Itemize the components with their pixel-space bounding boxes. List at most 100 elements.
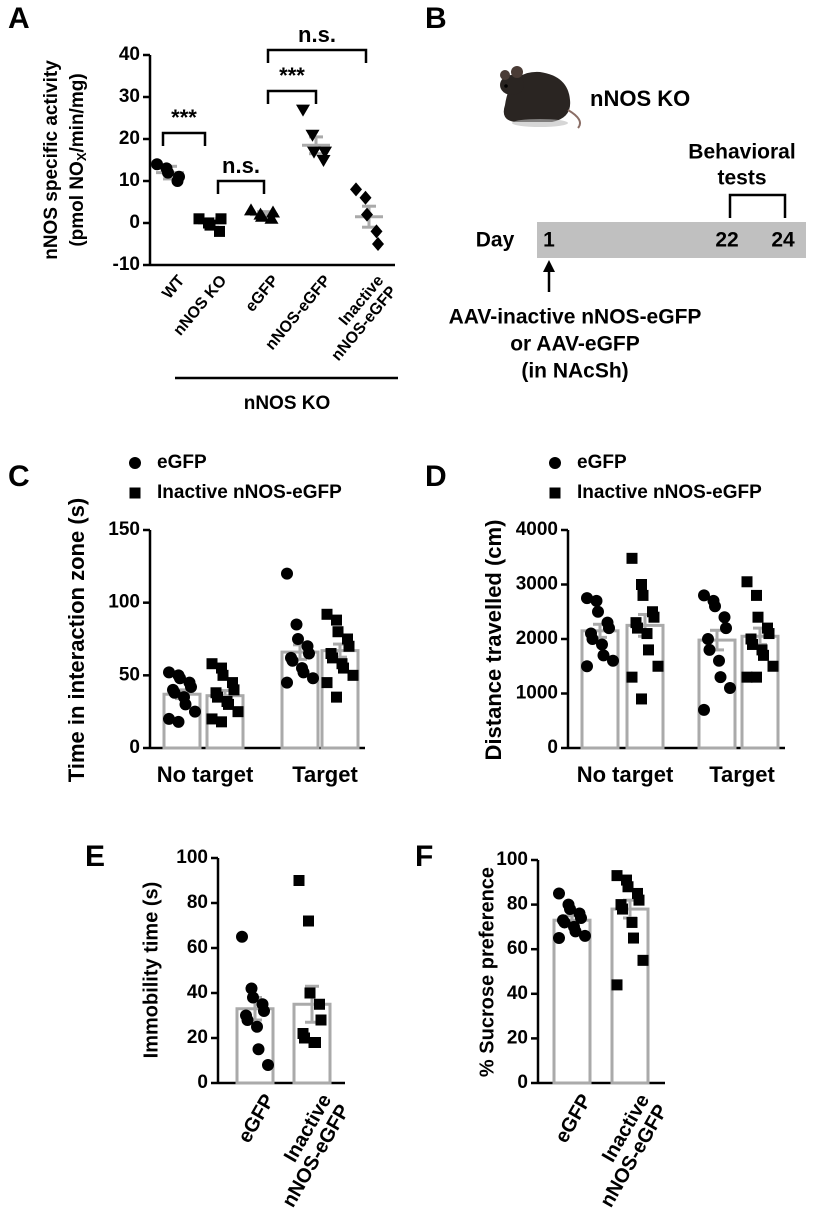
day-number: 1	[543, 229, 555, 252]
data-point	[581, 660, 593, 673]
x-tick-label: No target	[577, 762, 674, 787]
data-point	[321, 677, 333, 689]
data-point	[758, 649, 769, 661]
data-point	[296, 104, 310, 117]
data-point	[303, 915, 314, 927]
y-tick-label: 40	[119, 44, 140, 65]
y-tick-label: 0	[547, 737, 558, 758]
data-point	[168, 686, 181, 699]
data-point	[252, 1043, 265, 1056]
data-point	[206, 713, 218, 725]
significance-bracket	[216, 179, 266, 194]
y-tick-label: 30	[119, 86, 140, 107]
legend-marker	[549, 457, 561, 469]
data-point	[741, 671, 753, 683]
data-point	[304, 987, 316, 999]
data-point	[763, 628, 775, 640]
data-point	[241, 1014, 254, 1026]
data-point	[718, 611, 731, 624]
data-point	[247, 991, 259, 1004]
data-point	[244, 203, 258, 216]
data-point	[702, 633, 714, 645]
data-point	[564, 903, 576, 916]
data-point	[767, 660, 779, 672]
data-point	[163, 712, 175, 725]
data-point	[314, 998, 325, 1010]
data-point	[318, 146, 332, 159]
data-point	[579, 929, 591, 942]
data-point	[173, 170, 185, 183]
data-point	[174, 672, 186, 685]
timeline-bar	[537, 222, 806, 258]
panel-letter: D	[425, 460, 447, 493]
data-point	[236, 930, 248, 943]
data-point	[204, 219, 216, 231]
bar	[552, 918, 592, 1085]
data-point	[227, 677, 238, 689]
significance-label: n.s.	[298, 22, 336, 47]
panel-letter: B	[425, 2, 447, 35]
x-tick-label: Target	[292, 762, 358, 787]
data-point	[596, 638, 608, 651]
legend-label: eGFP	[157, 452, 207, 473]
data-point	[297, 666, 310, 679]
data-point	[290, 618, 303, 631]
y-tick-label: 100	[176, 847, 208, 868]
y-tick-label: 80	[507, 894, 528, 915]
significance-bracket	[266, 89, 318, 104]
y-tick-label: 60	[507, 938, 528, 959]
injection-label: (in NAcSh)	[521, 360, 628, 383]
data-point	[350, 182, 362, 197]
data-point	[245, 982, 258, 995]
data-point	[286, 654, 299, 667]
panel-letter: F	[415, 840, 433, 873]
data-point	[703, 643, 716, 656]
bar	[625, 623, 665, 750]
bar	[697, 638, 737, 750]
data-point	[255, 209, 269, 222]
data-point	[626, 916, 638, 928]
day-label: Day	[476, 229, 515, 252]
y-tick-label: 0	[517, 1072, 528, 1093]
data-point	[316, 155, 331, 167]
data-point	[597, 649, 610, 662]
test-bracket	[728, 193, 787, 218]
data-point	[307, 146, 321, 159]
data-point	[266, 205, 280, 218]
y-tick-label: 40	[507, 983, 528, 1004]
data-point	[603, 622, 615, 635]
data-point	[632, 887, 643, 899]
data-point	[621, 874, 632, 886]
data-point	[633, 894, 645, 906]
y-tick-label: 20	[119, 128, 140, 149]
data-point	[592, 605, 604, 618]
timeline-diagram: B nNOS KO Behavioral tests Day 1 22 24 A…	[425, 2, 806, 383]
data-point	[228, 684, 240, 696]
data-point	[327, 652, 338, 664]
data-point	[724, 682, 736, 695]
data-point	[611, 979, 623, 991]
data-point	[179, 698, 192, 711]
data-point	[637, 589, 649, 601]
data-point	[370, 224, 383, 239]
y-tick-label: 10	[119, 170, 140, 191]
data-point	[558, 916, 571, 929]
data-point	[331, 691, 342, 703]
data-point	[331, 614, 342, 626]
y-tick-label: -10	[113, 254, 140, 275]
data-point	[359, 190, 372, 205]
data-point	[607, 654, 619, 667]
data-point	[741, 576, 753, 588]
y-tick-label: 20	[507, 1027, 528, 1048]
data-point	[626, 671, 638, 683]
data-point	[347, 669, 359, 681]
data-point	[648, 611, 660, 623]
data-point	[617, 903, 628, 915]
y-tick-label: 150	[108, 519, 140, 540]
group-label: nNOS KO	[244, 393, 331, 414]
data-point	[315, 1014, 327, 1026]
data-point	[281, 676, 293, 689]
data-point	[303, 647, 315, 660]
